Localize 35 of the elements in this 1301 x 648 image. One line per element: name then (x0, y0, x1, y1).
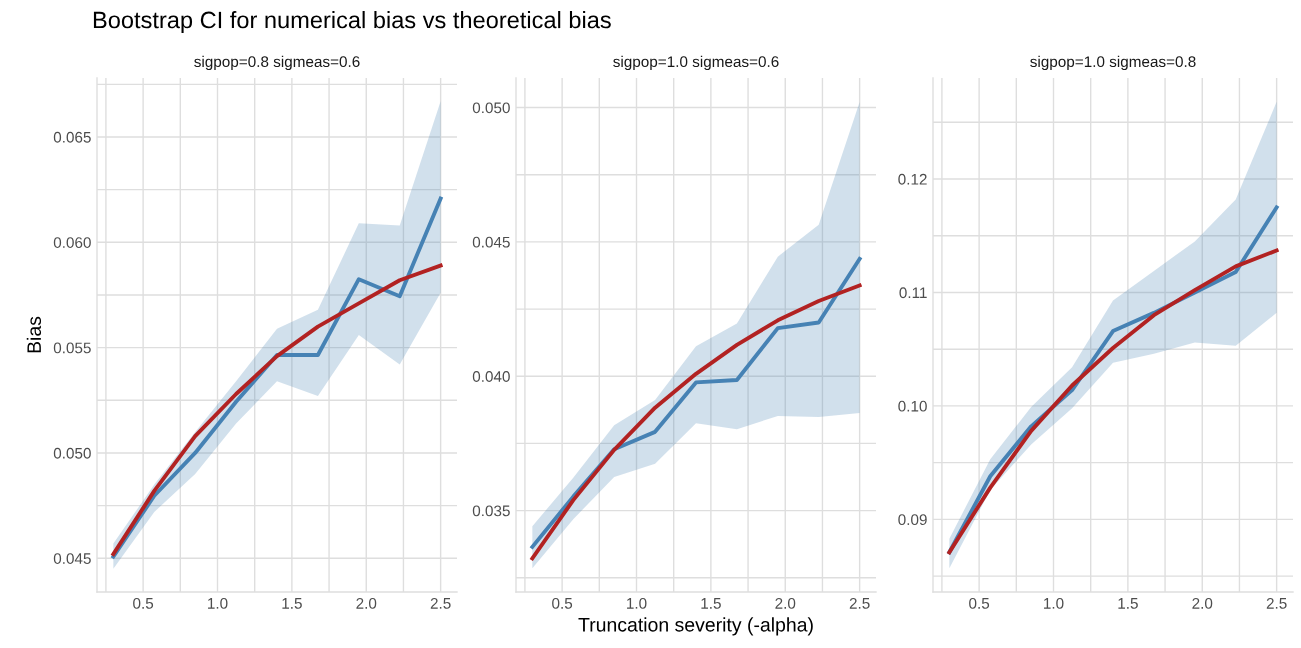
x-tick-label: 0.5 (133, 597, 154, 609)
y-tick-label: 0.060 (53, 237, 91, 248)
x-tick-label: 2.5 (1266, 597, 1287, 609)
y-tick-label: 0.035 (472, 505, 510, 517)
x-tick-label: 1.5 (282, 598, 302, 609)
x-tick-label: 0.5 (552, 597, 573, 609)
y-tick-label: 0.045 (472, 236, 510, 248)
x-tick-label: 1.0 (1044, 597, 1064, 609)
chart-title: Bootstrap CI for numerical bias vs theoretical bias (93, 11, 611, 33)
y-axis-title: Bias (26, 316, 42, 353)
chart-subtitle: sigpop=0.8 sigmeas=0.6 (194, 55, 360, 71)
y-tick-label: 0.040 (472, 371, 510, 382)
y-tick-label: 0.09 (898, 514, 927, 526)
x-tick-label: 2.0 (775, 597, 796, 609)
y-tick-label: 0.045 (53, 553, 91, 564)
y-tick-label: 0.11 (899, 287, 927, 299)
y-tick-label: 0.12 (898, 173, 927, 185)
chart-subtitle: sigpop=1.0 sigmeas=0.6 (613, 55, 779, 71)
x-tick-label: 1.0 (208, 597, 228, 609)
x-tick-label: 2.5 (849, 597, 870, 609)
y-tick-label: 0.050 (472, 102, 510, 114)
x-tick-label: 2.0 (356, 597, 377, 609)
y-tick-label: 0.065 (53, 131, 91, 143)
x-tick-label: 2.0 (1192, 597, 1213, 609)
x-tick-label: 0.5 (969, 597, 990, 609)
x-tick-label: 2.5 (430, 597, 451, 609)
x-axis-title: Truncation severity (-alpha) (578, 617, 813, 636)
y-tick-label: 0.055 (53, 342, 91, 354)
x-tick-label: 1.5 (701, 598, 721, 609)
x-tick-label: 1.5 (1118, 598, 1138, 609)
y-tick-label: 0.050 (53, 447, 91, 459)
y-tick-label: 0.10 (898, 400, 927, 412)
chart-subtitle: sigpop=1.0 sigmeas=0.8 (1030, 55, 1196, 71)
x-tick-label: 1.0 (627, 597, 647, 609)
line-series (111, 263, 443, 557)
